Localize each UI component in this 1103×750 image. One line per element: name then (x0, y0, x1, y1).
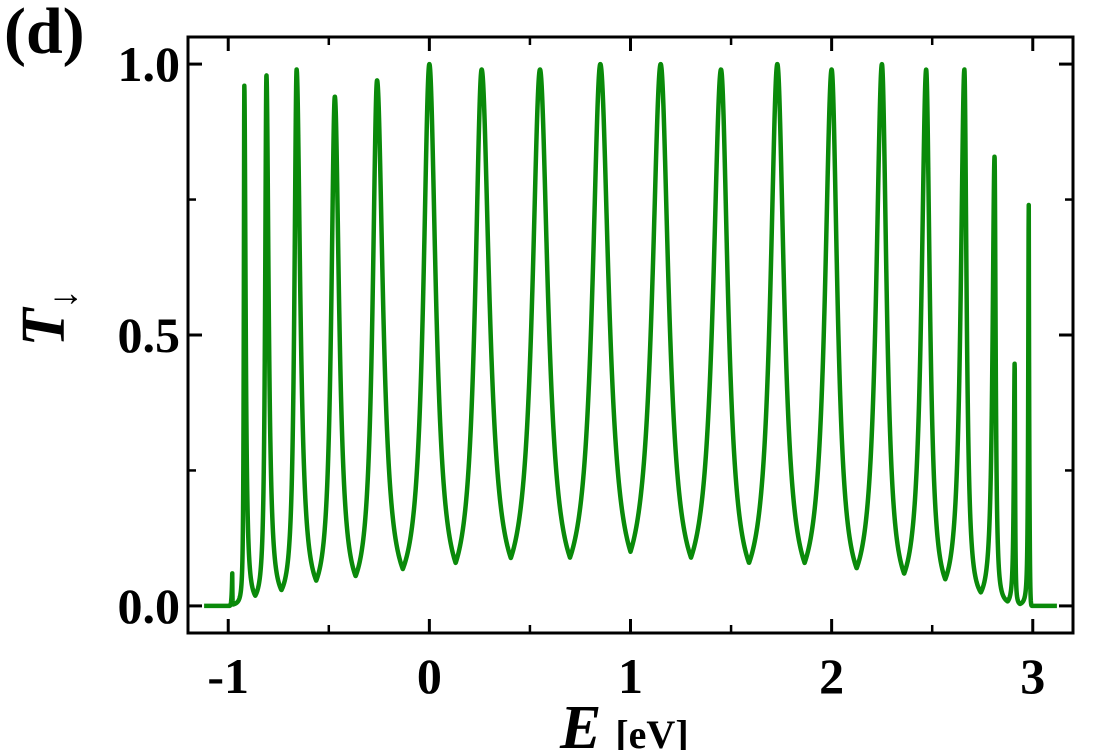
series-line-transmission (202, 61, 1059, 609)
x-tick-label: 0 (417, 648, 442, 704)
panel-label: (d) (4, 0, 85, 68)
y-tick-label: 0.0 (118, 578, 181, 634)
x-tick-label: 3 (1020, 648, 1045, 704)
x-axis-label: E [eV] (559, 694, 689, 750)
x-tick-label: -1 (207, 648, 249, 704)
y-tick-label: 1.0 (118, 36, 181, 92)
y-tick-label: 0.5 (118, 307, 181, 363)
x-tick-label: 1 (618, 648, 643, 704)
y-axis-label: T↓ (10, 290, 85, 347)
x-tick-label: 2 (819, 648, 844, 704)
